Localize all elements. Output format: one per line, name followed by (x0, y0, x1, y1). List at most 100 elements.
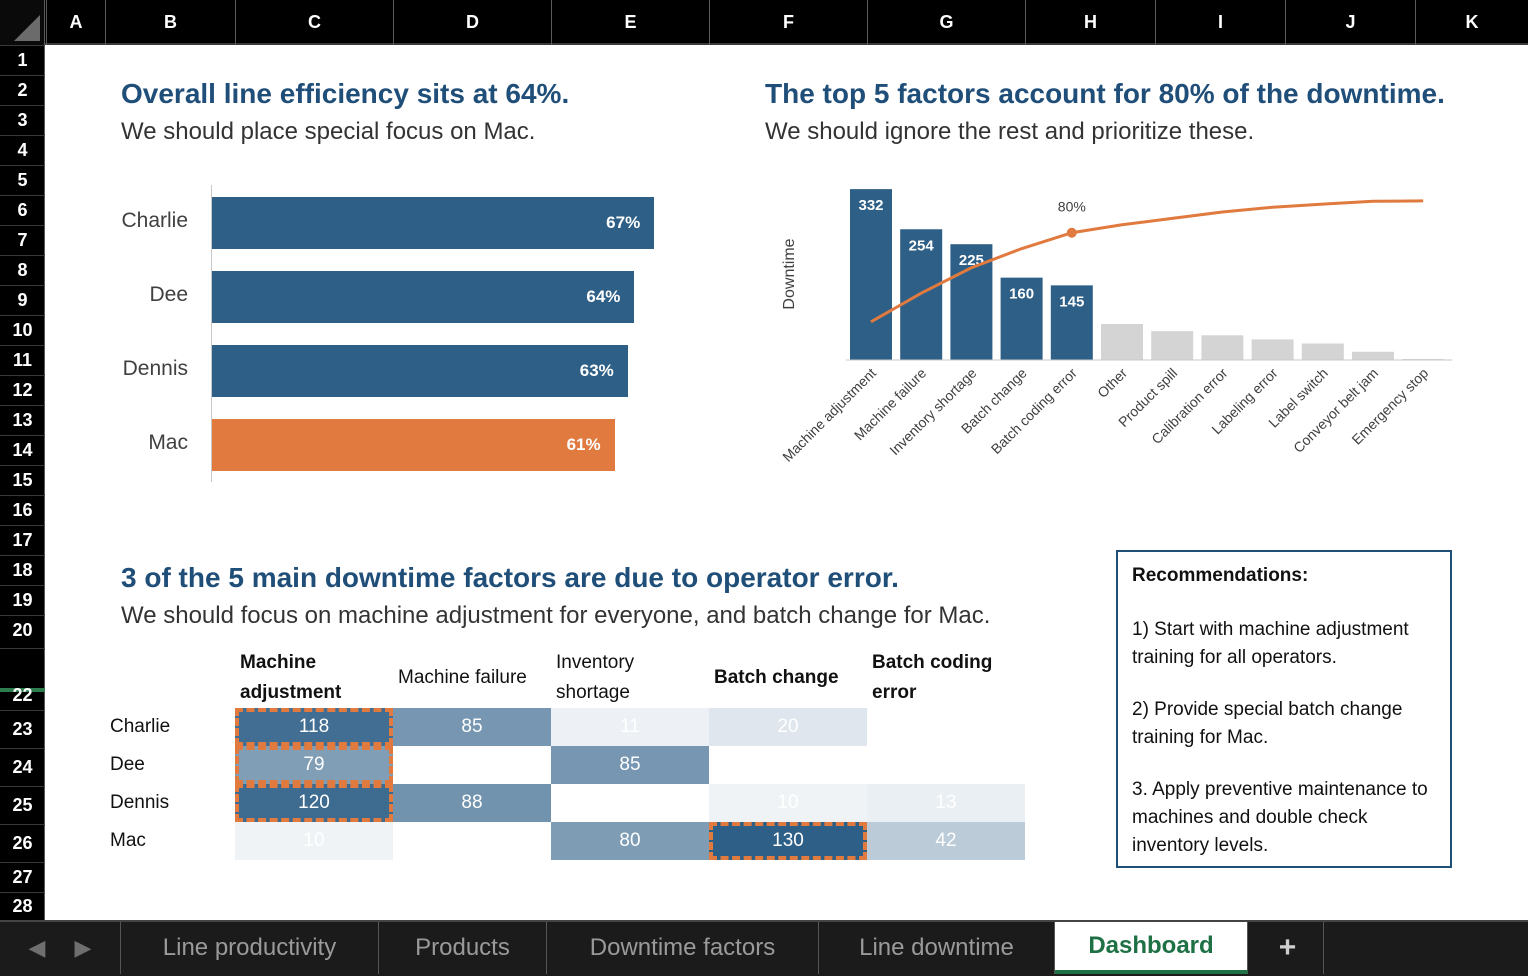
heatmap-cell[interactable]: 20 (709, 708, 867, 746)
column-header-d[interactable]: D (393, 0, 551, 45)
row-header[interactable]: 11 (0, 345, 45, 375)
heatmap-cell[interactable]: 80 (551, 822, 709, 860)
heatmap-cell[interactable] (867, 746, 1025, 784)
heatmap-cell[interactable]: 13 (867, 784, 1025, 822)
pareto-cumulative-line (870, 199, 1424, 324)
efficiency-bar-dennis[interactable]: 63% (212, 345, 628, 397)
heatmap-cell[interactable]: 10 (709, 784, 867, 822)
efficiency-title: Overall line efficiency sits at 64%. (121, 78, 570, 109)
row-header[interactable]: 22 (0, 648, 45, 710)
heatmap-column-header-line: Machine (240, 652, 317, 673)
pareto-y-axis-label: Downtime (781, 238, 798, 309)
row-header[interactable]: 10 (0, 315, 45, 345)
row-header[interactable]: 5 (0, 165, 45, 195)
row-header[interactable]: 28 (0, 892, 45, 920)
heatmap-column-header-line: Machine failure (398, 667, 527, 688)
row-header[interactable]: 8 (0, 255, 45, 285)
pareto-bar (1402, 358, 1445, 360)
heatmap-cell[interactable]: 130 (709, 822, 867, 860)
row-header[interactable]: 13 (0, 405, 45, 435)
tab-downtime-factors[interactable]: Downtime factors (547, 922, 819, 974)
row-header[interactable]: 4 (0, 135, 45, 165)
heatmap-cell[interactable]: 85 (393, 708, 551, 746)
next-sheet-icon[interactable]: ▶ (74, 935, 92, 960)
efficiency-value-label: 64% (586, 287, 621, 306)
column-header-e[interactable]: E (551, 0, 709, 45)
row-header[interactable]: 17 (0, 525, 45, 555)
row-header[interactable]: 20 (0, 615, 45, 645)
pareto-80-annotation: 80% (1058, 199, 1086, 215)
column-header-a[interactable]: A (46, 0, 105, 45)
heatmap-cell[interactable] (709, 746, 867, 784)
row-header[interactable]: 19 (0, 585, 45, 615)
heatmap-cell[interactable] (867, 708, 1025, 746)
row-header[interactable]: 6 (0, 195, 45, 225)
heatmap-cell[interactable]: 42 (867, 822, 1025, 860)
row-header[interactable]: 18 (0, 555, 45, 585)
heatmap-cell[interactable]: 85 (551, 746, 709, 784)
select-all-corner[interactable] (0, 0, 45, 45)
row-header[interactable]: 15 (0, 465, 45, 495)
efficiency-bar-dee[interactable]: 64% (212, 271, 635, 323)
heatmap-cell[interactable] (551, 784, 709, 822)
heatmap-row-label: Mac (110, 830, 146, 851)
heatmap-cell[interactable]: 120 (235, 784, 393, 822)
row-header[interactable]: 16 (0, 495, 45, 525)
heatmap-cell[interactable] (393, 822, 551, 860)
add-sheet-button[interactable]: + (1252, 922, 1324, 974)
heatmap-column-header-line: Batch change (714, 667, 839, 688)
pareto-bar (1101, 323, 1143, 360)
tab-dashboard[interactable]: Dashboard (1055, 922, 1248, 974)
heatmap-cell[interactable]: 79 (235, 746, 393, 784)
column-header-b[interactable]: B (105, 0, 235, 45)
tab-products[interactable]: Products (379, 922, 547, 974)
row-header[interactable]: 27 (0, 862, 45, 892)
heatmap-row-label: Dee (110, 754, 145, 775)
row-header[interactable]: 3 (0, 105, 45, 135)
pareto-subtitle: We should ignore the rest and prioritize… (765, 118, 1255, 145)
efficiency-bar-mac[interactable]: 61% (212, 419, 615, 471)
column-header-f[interactable]: F (709, 0, 867, 45)
heatmap-column-header: Machine failure (398, 663, 527, 693)
column-header-i[interactable]: I (1155, 0, 1285, 45)
heatmap-cell[interactable]: 88 (393, 784, 551, 822)
row-header[interactable]: 25 (0, 786, 45, 824)
row-header[interactable]: 1 (0, 45, 45, 75)
pareto-bar (1301, 343, 1344, 360)
heatmap-cell[interactable]: 10 (235, 822, 393, 860)
heatmap-highlight-border (709, 822, 867, 860)
heatmap-cell[interactable]: 118 (235, 708, 393, 746)
heatmap-cell[interactable] (393, 746, 551, 784)
efficiency-value-label: 63% (579, 361, 614, 380)
sheet-tab-bar: ◀ ▶ Line productivity Products Downtime … (0, 920, 1528, 976)
column-header-h[interactable]: H (1025, 0, 1155, 45)
row-header[interactable]: 12 (0, 375, 45, 405)
column-header-k[interactable]: K (1415, 0, 1528, 45)
column-header-j[interactable]: J (1285, 0, 1415, 45)
pareto-data-label: 160 (1009, 286, 1034, 303)
tab-line-productivity[interactable]: Line productivity (120, 922, 379, 974)
efficiency-bar-charlie[interactable]: 67% (212, 197, 655, 249)
heatmap-title: 3 of the 5 main downtime factors are due… (121, 562, 899, 593)
row-header[interactable]: 14 (0, 435, 45, 465)
pareto-category-label: Inventory shortage (886, 365, 979, 458)
pareto-bar (1201, 335, 1244, 360)
row-header[interactable]: 9 (0, 285, 45, 315)
pareto-title: The top 5 factors account for 80% of the… (765, 78, 1445, 109)
heatmap-cell[interactable]: 11 (551, 708, 709, 746)
row-header[interactable]: 23 (0, 710, 45, 748)
recommendations-box: Recommendations: 1) Start with machine a… (1116, 550, 1452, 868)
tab-line-downtime[interactable]: Line downtime (819, 922, 1055, 974)
row-header[interactable]: 24 (0, 748, 45, 786)
efficiency-value-label: 61% (566, 435, 601, 454)
column-header-g[interactable]: G (867, 0, 1025, 45)
heatmap-row-label: Dennis (110, 792, 170, 813)
hidden-row-marker (0, 688, 45, 692)
heatmap-highlight-border (235, 746, 393, 784)
row-header[interactable]: 7 (0, 225, 45, 255)
pareto-bar (1352, 351, 1394, 360)
prev-sheet-icon[interactable]: ◀ (28, 935, 46, 960)
row-header[interactable]: 26 (0, 824, 45, 862)
row-header[interactable]: 2 (0, 75, 45, 105)
column-header-c[interactable]: C (235, 0, 393, 45)
